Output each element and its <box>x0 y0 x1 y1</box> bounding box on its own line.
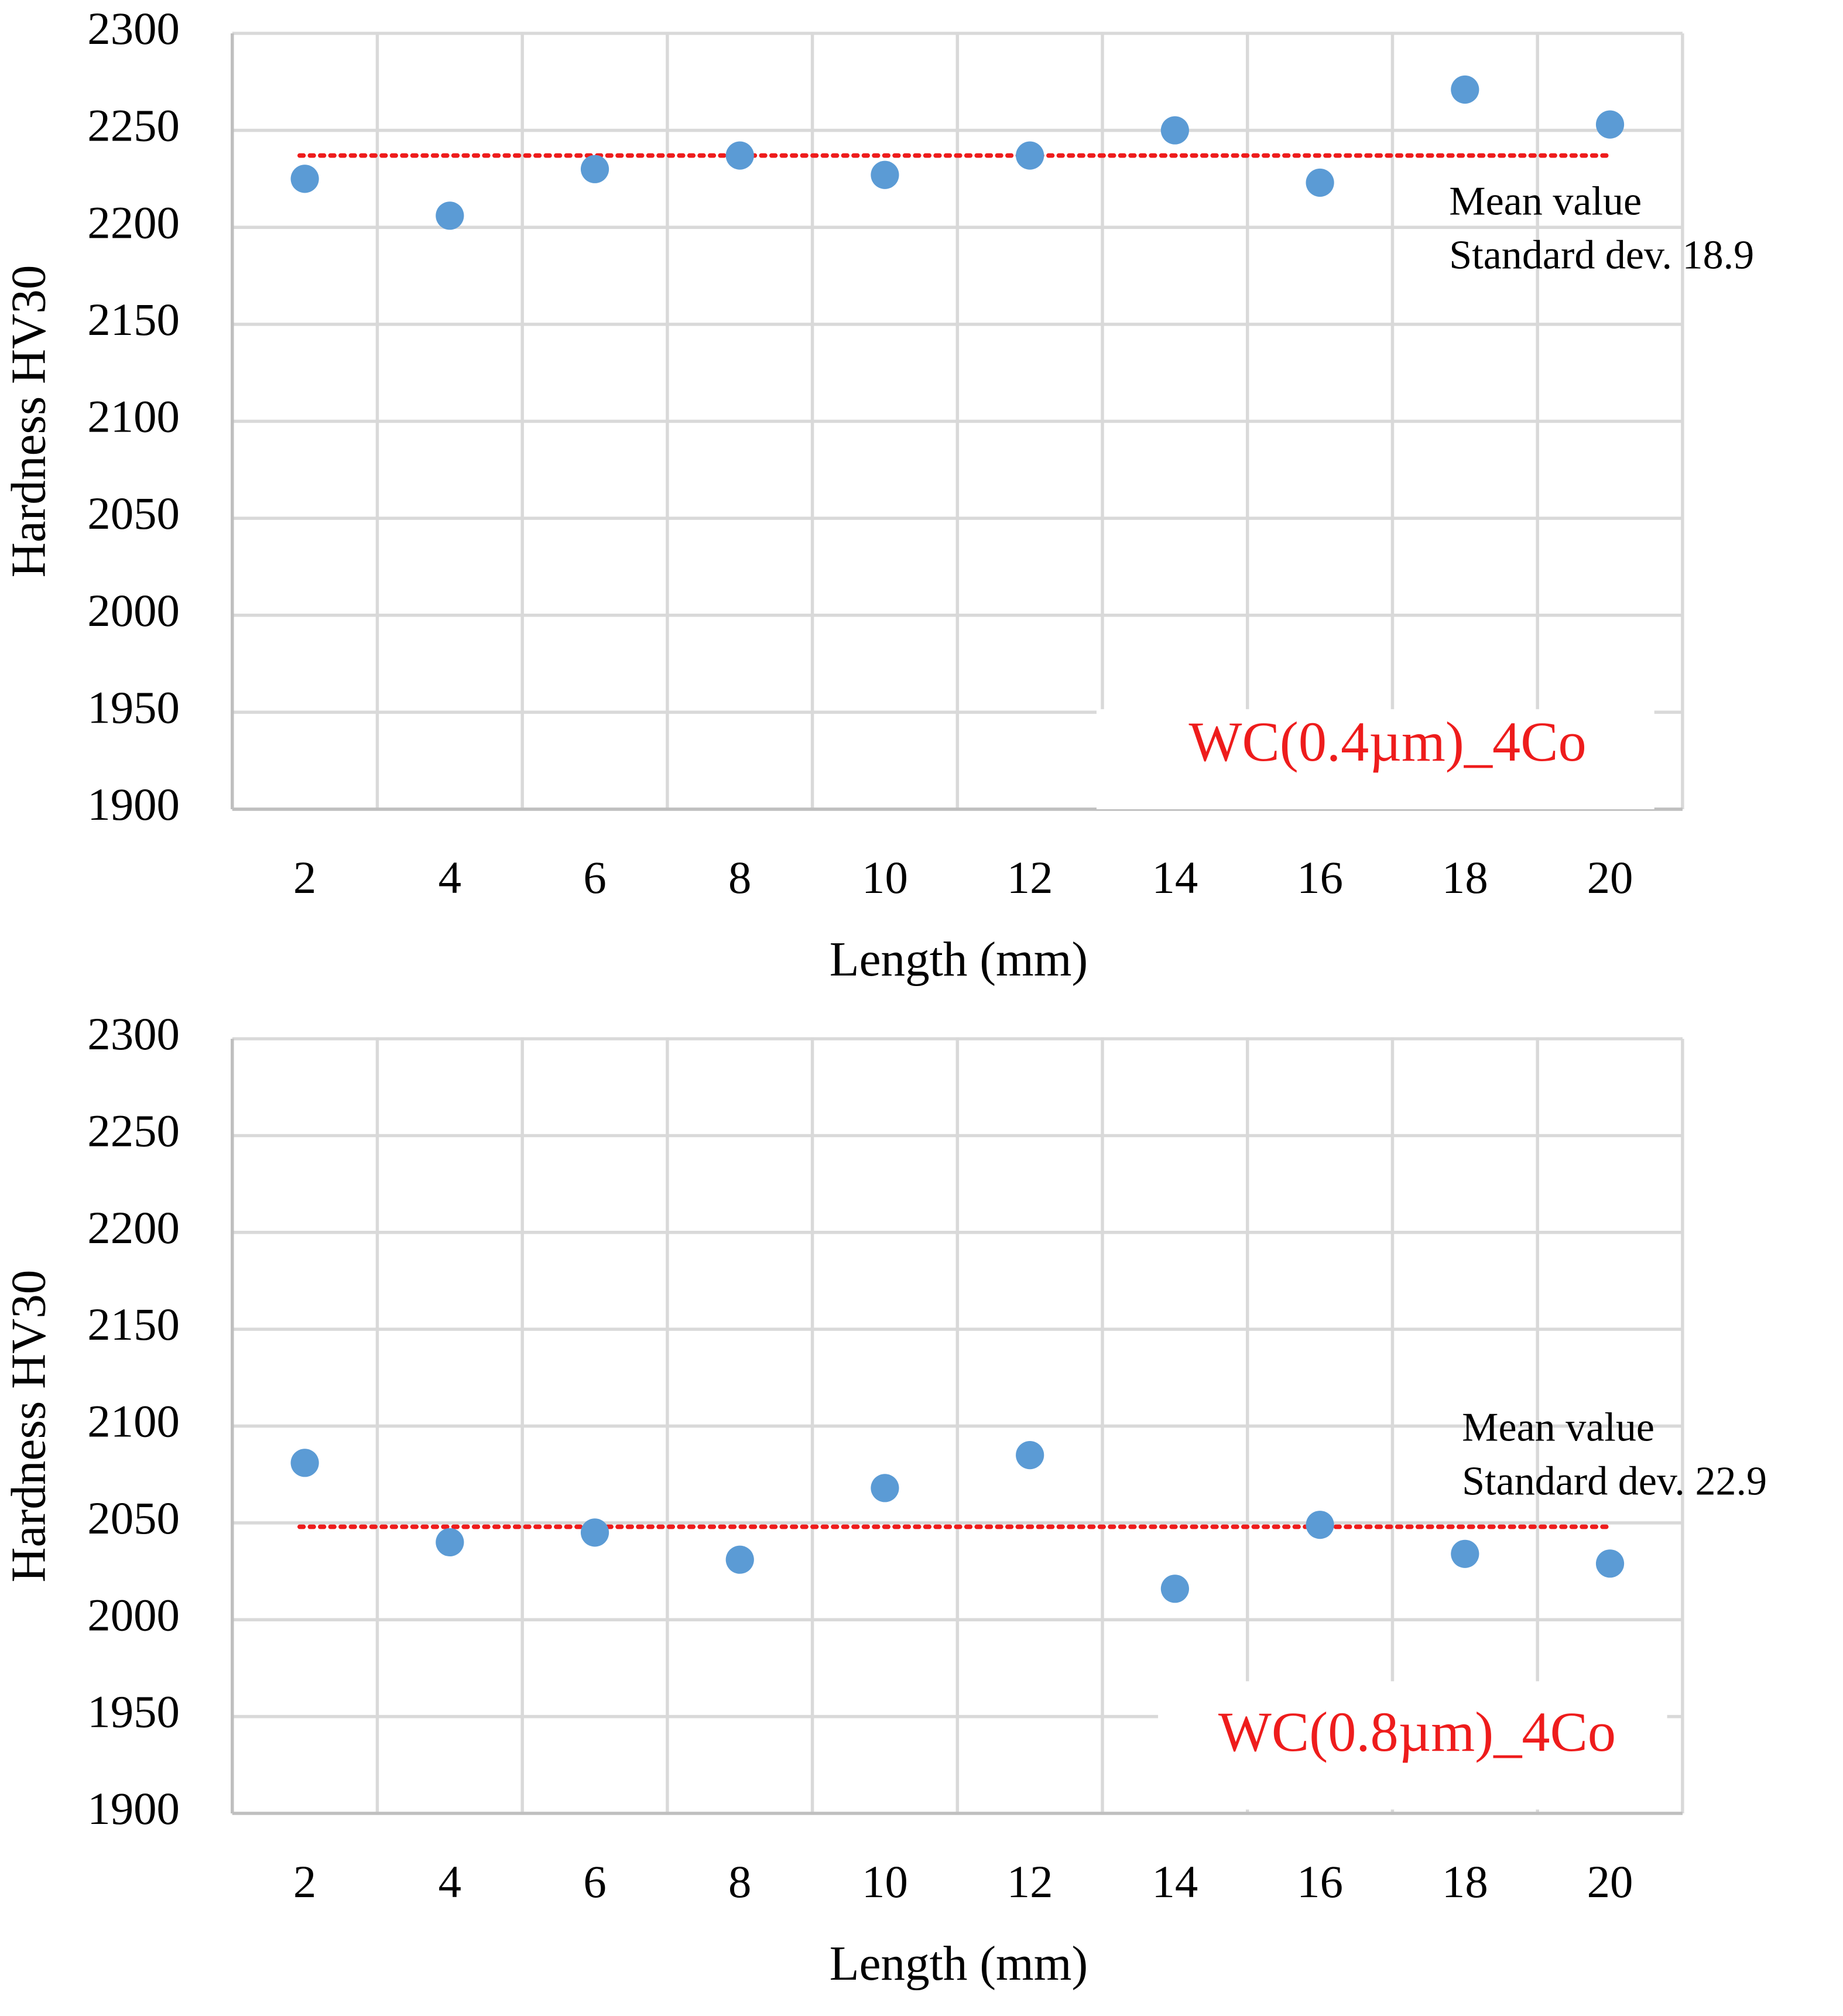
point <box>725 141 754 170</box>
x-tick-label: 18 <box>1442 1857 1488 1908</box>
point <box>290 1449 319 1477</box>
x-axis-title: Length (mm) <box>830 1937 1088 1991</box>
x-tick-label: 4 <box>439 853 461 903</box>
y-tick-label: 1950 <box>87 1687 180 1738</box>
point <box>1595 1549 1625 1578</box>
y-tick-label: 2250 <box>87 101 180 152</box>
annotation: Standard dev. 22.9 <box>1462 1459 1767 1504</box>
point <box>871 1474 899 1502</box>
x-tick-label: 20 <box>1587 1857 1633 1908</box>
annotation: Standard dev. 18.9 <box>1449 232 1754 278</box>
point <box>1595 110 1625 139</box>
x-tick-label: 16 <box>1297 853 1343 903</box>
x-tick-label: 10 <box>862 853 908 903</box>
annotation: Mean value <box>1449 179 1642 224</box>
point <box>1306 1511 1334 1539</box>
x-tick-label: 14 <box>1152 853 1198 903</box>
x-tick-label: 6 <box>583 1857 606 1908</box>
x-tick-label: 16 <box>1297 1857 1343 1908</box>
series-label: WC(0.4µm)_4Co <box>1189 710 1587 773</box>
point <box>436 1528 464 1557</box>
x-tick-label: 18 <box>1442 853 1488 903</box>
x-tick-label: 20 <box>1587 853 1633 903</box>
y-tick-label: 2200 <box>87 1203 180 1254</box>
series-label: WC(0.8µm)_4Co <box>1218 1700 1616 1763</box>
y-tick-label: 2300 <box>87 4 180 54</box>
y-tick-label: 1900 <box>87 779 180 830</box>
x-tick-label: 8 <box>728 853 751 903</box>
x-tick-label: 10 <box>862 1857 908 1908</box>
x-tick-label: 14 <box>1152 1857 1198 1908</box>
y-tick-label: 2150 <box>87 295 180 345</box>
point <box>1451 1539 1479 1568</box>
y-tick-label: 2150 <box>87 1299 180 1350</box>
x-tick-label: 12 <box>1007 853 1053 903</box>
x-tick-label: 12 <box>1007 1857 1053 1908</box>
x-tick-label: 2 <box>293 1857 316 1908</box>
x-axis-title: Length (mm) <box>830 933 1088 987</box>
y-tick-label: 2000 <box>87 586 180 636</box>
label-box <box>1096 709 1654 810</box>
point <box>725 1545 754 1574</box>
x-tick-label: 4 <box>439 1857 461 1908</box>
point <box>1016 141 1044 170</box>
x-tick-label: 2 <box>293 853 316 903</box>
y-axis-title: Hardness HV30 <box>2 1270 56 1583</box>
point <box>436 201 464 230</box>
x-tick-label: 8 <box>728 1857 751 1908</box>
point <box>1160 116 1189 145</box>
y-tick-label: 2300 <box>87 1009 180 1060</box>
y-tick-label: 1950 <box>87 682 180 733</box>
y-tick-label: 2050 <box>87 488 180 539</box>
point <box>580 1518 609 1547</box>
point <box>580 155 609 183</box>
point <box>290 165 319 193</box>
x-tick-label: 6 <box>583 853 606 903</box>
y-tick-label: 1900 <box>87 1784 180 1834</box>
y-tick-label: 2000 <box>87 1590 180 1641</box>
y-tick-label: 2100 <box>87 392 180 443</box>
point <box>871 160 899 189</box>
point <box>1160 1575 1189 1603</box>
annotation: Mean value <box>1462 1405 1654 1450</box>
y-tick-label: 2250 <box>87 1106 180 1157</box>
y-tick-label: 2200 <box>87 197 180 248</box>
point <box>1306 168 1334 197</box>
point <box>1451 75 1479 104</box>
label-box <box>1158 1681 1667 1810</box>
point <box>1016 1441 1044 1470</box>
y-axis-title: Hardness HV30 <box>2 265 56 578</box>
y-tick-label: 2100 <box>87 1397 180 1447</box>
y-tick-label: 2050 <box>87 1493 180 1544</box>
